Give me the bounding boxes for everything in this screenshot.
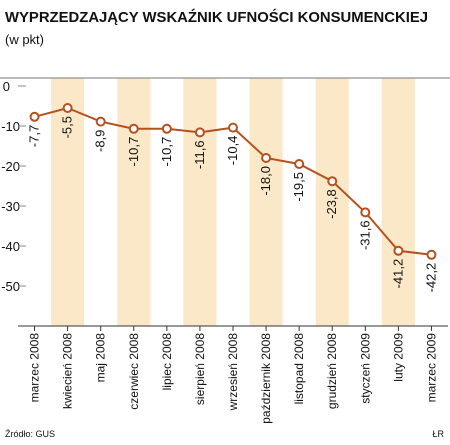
y-tick-label: -20 (1, 159, 20, 174)
value-label: -18,0 (258, 166, 273, 196)
point (261, 153, 272, 163)
x-tick-label: czerwiec 2008 (127, 333, 141, 410)
value-label: -10,4 (225, 136, 240, 166)
point (62, 103, 73, 113)
chart-subtitle: (w pkt) (5, 32, 44, 47)
point (426, 249, 437, 260)
value-label: -41,2 (390, 259, 405, 289)
x-tick-label: maj 2008 (94, 333, 108, 383)
bands (51, 78, 415, 326)
value-label: -23,8 (324, 189, 339, 219)
value-label: -7,7 (27, 125, 42, 147)
x-tick-label: listopad 2008 (292, 333, 306, 405)
credit: ŁR (432, 429, 444, 439)
x-tick-label: marzec 2008 (28, 333, 42, 403)
y-tick-label: -30 (1, 199, 20, 214)
source: Źródło: GUS (5, 429, 55, 439)
shaded-band (117, 78, 151, 326)
point (360, 207, 371, 218)
y-tick-label: -50 (1, 279, 20, 294)
x-tick-label: sierpień 2008 (193, 333, 207, 405)
value-label: -11,6 (192, 140, 207, 169)
shaded-band (249, 78, 283, 326)
value-label: -10,7 (126, 137, 141, 167)
value-label: -8,9 (93, 130, 108, 152)
shaded-band (183, 78, 217, 326)
point (161, 123, 172, 134)
value-label: -10,7 (159, 137, 174, 167)
x-tick-label: styczeń 2009 (358, 333, 372, 404)
y-tick-label: 0 (3, 79, 10, 94)
x-tick-label: grudzień 2008 (325, 333, 339, 409)
shaded-band (315, 78, 349, 326)
y-tick-label: -40 (1, 239, 20, 254)
x-tick-label: wrzesień 2008 (226, 333, 240, 412)
point (95, 116, 106, 127)
point (327, 176, 338, 187)
x-tick-label: październik 2008 (259, 333, 273, 424)
chart-title: WYPRZEDZAJĄCY WSKAŹNIK UFNOŚCI KONSUMENC… (5, 8, 428, 26)
point (294, 159, 305, 169)
point (393, 245, 404, 256)
x-tick-label: lipiec 2008 (160, 333, 174, 391)
shaded-band (381, 78, 415, 326)
value-label: -31,6 (357, 220, 372, 250)
point (29, 111, 40, 122)
value-label: -5,5 (60, 116, 75, 138)
shaded-band (51, 78, 85, 326)
point (194, 127, 205, 138)
x-tick-label: marzec 2009 (424, 333, 438, 403)
y-tick-label: -10 (1, 119, 20, 134)
point (128, 123, 139, 134)
value-label: -42,2 (423, 263, 438, 293)
x-tick-label: luty 2009 (391, 333, 405, 382)
value-label: -19,5 (291, 172, 306, 202)
x-tick-label: kwiecień 2008 (61, 333, 75, 409)
point (228, 122, 238, 133)
